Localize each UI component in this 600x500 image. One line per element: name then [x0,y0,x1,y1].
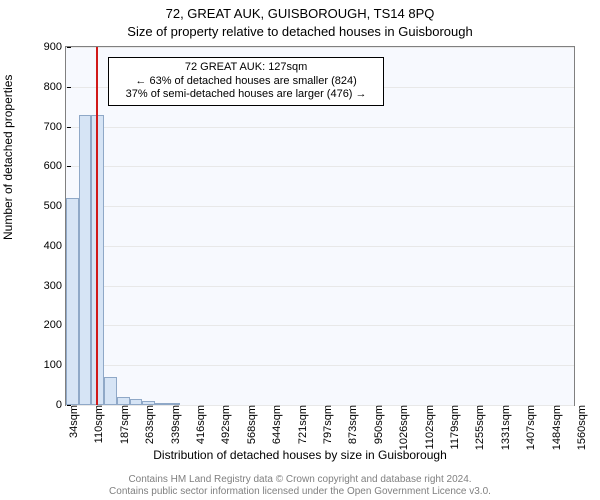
x-tick-label: 34sqm [66,405,80,438]
gridline-h [66,127,574,128]
x-tick-label: 1255sqm [472,405,486,450]
x-tick-label: 1484sqm [549,405,563,450]
subtitle: Size of property relative to detached ho… [0,24,600,39]
gridline-h [66,206,574,207]
x-tick-label: 568sqm [244,405,258,444]
plot-area: 010020030040050060070080090034sqm110sqm1… [65,46,575,406]
x-tick-label: 1331sqm [498,405,512,450]
y-axis-label: Number of detached properties [1,75,15,240]
histogram-bar [142,401,155,405]
x-tick-label: 416sqm [193,405,207,444]
x-tick-label: 721sqm [295,405,309,444]
x-tick-label: 1560sqm [574,405,588,450]
annotation-line: 37% of semi-detached houses are larger (… [116,88,376,102]
histogram-bar [104,377,117,405]
x-tick-label: 187sqm [117,405,131,444]
x-tick-label: 644sqm [269,405,283,444]
y-tick-label: 800 [44,81,66,93]
property-marker-line [96,47,98,405]
gridline-h [66,47,574,48]
x-tick-label: 339sqm [168,405,182,444]
gridline-h [66,325,574,326]
y-tick-label: 700 [44,121,66,133]
attribution-footer: Contains HM Land Registry data © Crown c… [0,474,600,498]
y-tick-label: 200 [44,319,66,331]
y-tick-label: 0 [56,399,66,411]
y-tick-label: 500 [44,200,66,212]
footer-line-2: Contains public sector information licen… [109,486,491,497]
y-tick-label: 300 [44,280,66,292]
x-tick-label: 1102sqm [422,405,436,449]
histogram-bar [79,115,92,405]
annotation-line: 72 GREAT AUK: 127sqm [116,61,376,75]
histogram-bar [117,397,130,405]
x-tick-label: 1026sqm [396,405,410,450]
gridline-h [66,246,574,247]
y-tick-label: 900 [44,41,66,53]
x-tick-label: 873sqm [345,405,359,444]
x-tick-label: 110sqm [91,405,105,443]
x-tick-label: 1179sqm [447,405,461,449]
histogram-bar [66,198,79,405]
x-tick-label: 492sqm [218,405,232,444]
gridline-h [66,365,574,366]
gridline-h [66,166,574,167]
x-tick-label: 1407sqm [523,405,537,450]
histogram-bar [130,399,143,405]
gridline-h [66,286,574,287]
annotation-line: ← 63% of detached houses are smaller (82… [116,75,376,89]
y-tick-label: 600 [44,160,66,172]
x-tick-label: 263sqm [142,405,156,444]
annotation-box: 72 GREAT AUK: 127sqm← 63% of detached ho… [108,57,384,106]
footer-line-1: Contains HM Land Registry data © Crown c… [128,474,471,485]
x-tick-label: 797sqm [320,405,334,444]
histogram-bar [155,403,168,405]
histogram-bar [168,403,181,405]
x-tick-label: 950sqm [371,405,385,444]
x-axis-label: Distribution of detached houses by size … [0,448,600,462]
y-tick-label: 100 [44,359,66,371]
y-tick-label: 400 [44,240,66,252]
supertitle: 72, GREAT AUK, GUISBOROUGH, TS14 8PQ [0,6,600,21]
